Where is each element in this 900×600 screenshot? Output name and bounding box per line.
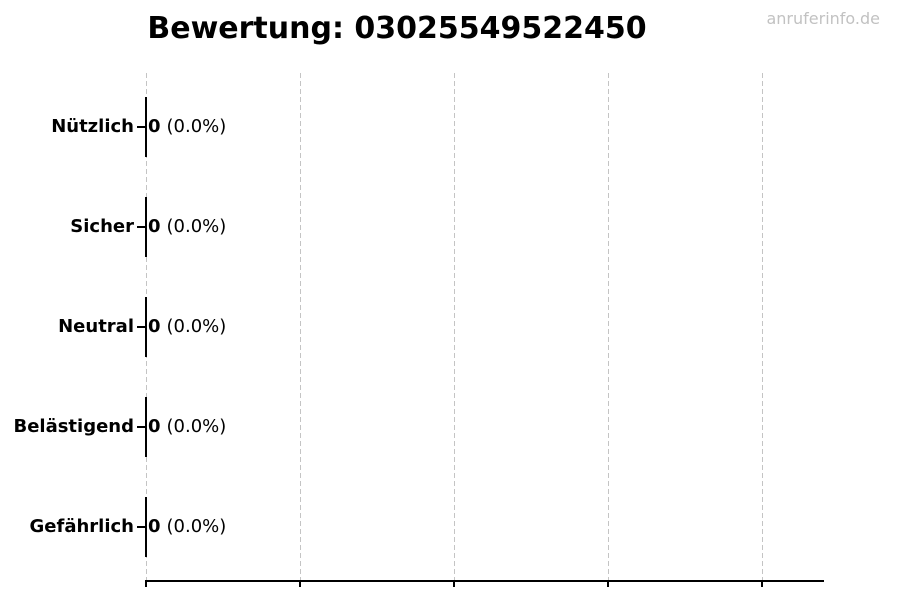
category-label: Neutral: [58, 316, 134, 337]
x-axis-tick: [145, 582, 147, 587]
bar-row-nuetzlich: Nützlich 0 (0.0%): [0, 77, 900, 177]
y-axis-tick: [137, 226, 145, 228]
y-axis-tick: [137, 126, 145, 128]
bar-percentage: (0.0%): [166, 316, 227, 337]
bar-value-annotation: 0 (0.0%): [148, 415, 226, 439]
bar-percentage: (0.0%): [166, 216, 227, 237]
bar-value-annotation: 0 (0.0%): [148, 115, 226, 139]
y-axis-tick: [137, 326, 145, 328]
bar-row-neutral: Neutral 0 (0.0%): [0, 277, 900, 377]
gridline: [762, 73, 763, 581]
bar-value: 0: [148, 316, 161, 337]
bar-percentage: (0.0%): [166, 116, 227, 137]
bar: [145, 397, 147, 457]
x-axis-tick: [453, 582, 455, 587]
category-label: Nützlich: [51, 116, 134, 137]
gridline: [454, 73, 455, 581]
category-label: Sicher: [70, 216, 134, 237]
bar-value-annotation: 0 (0.0%): [148, 515, 226, 539]
bar-row-sicher: Sicher 0 (0.0%): [0, 177, 900, 277]
bar: [145, 97, 147, 157]
bar: [145, 497, 147, 557]
bar-value: 0: [148, 516, 161, 537]
x-axis-tick: [607, 582, 609, 587]
category-label: Gefährlich: [29, 516, 134, 537]
bar-value: 0: [148, 216, 161, 237]
bar-percentage: (0.0%): [166, 416, 227, 437]
bar-row-belaestigend: Belästigend 0 (0.0%): [0, 377, 900, 477]
category-label: Belästigend: [13, 416, 134, 437]
y-axis-tick: [137, 426, 145, 428]
chart-title: Bewertung: 03025549522450: [147, 11, 647, 46]
bar-value: 0: [148, 416, 161, 437]
x-axis-tick: [299, 582, 301, 587]
bar-value-annotation: 0 (0.0%): [148, 315, 226, 339]
bar: [145, 297, 147, 357]
bar-value: 0: [148, 116, 161, 137]
gridline: [608, 73, 609, 581]
y-axis-tick: [137, 526, 145, 528]
gridline: [300, 73, 301, 581]
bar-percentage: (0.0%): [166, 516, 227, 537]
watermark: anruferinfo.de: [766, 9, 880, 28]
bar-value-annotation: 0 (0.0%): [148, 215, 226, 239]
x-axis-line: [145, 580, 824, 582]
x-axis-tick: [761, 582, 763, 587]
bar-row-gefaehrlich: Gefährlich 0 (0.0%): [0, 477, 900, 577]
bar: [145, 197, 147, 257]
